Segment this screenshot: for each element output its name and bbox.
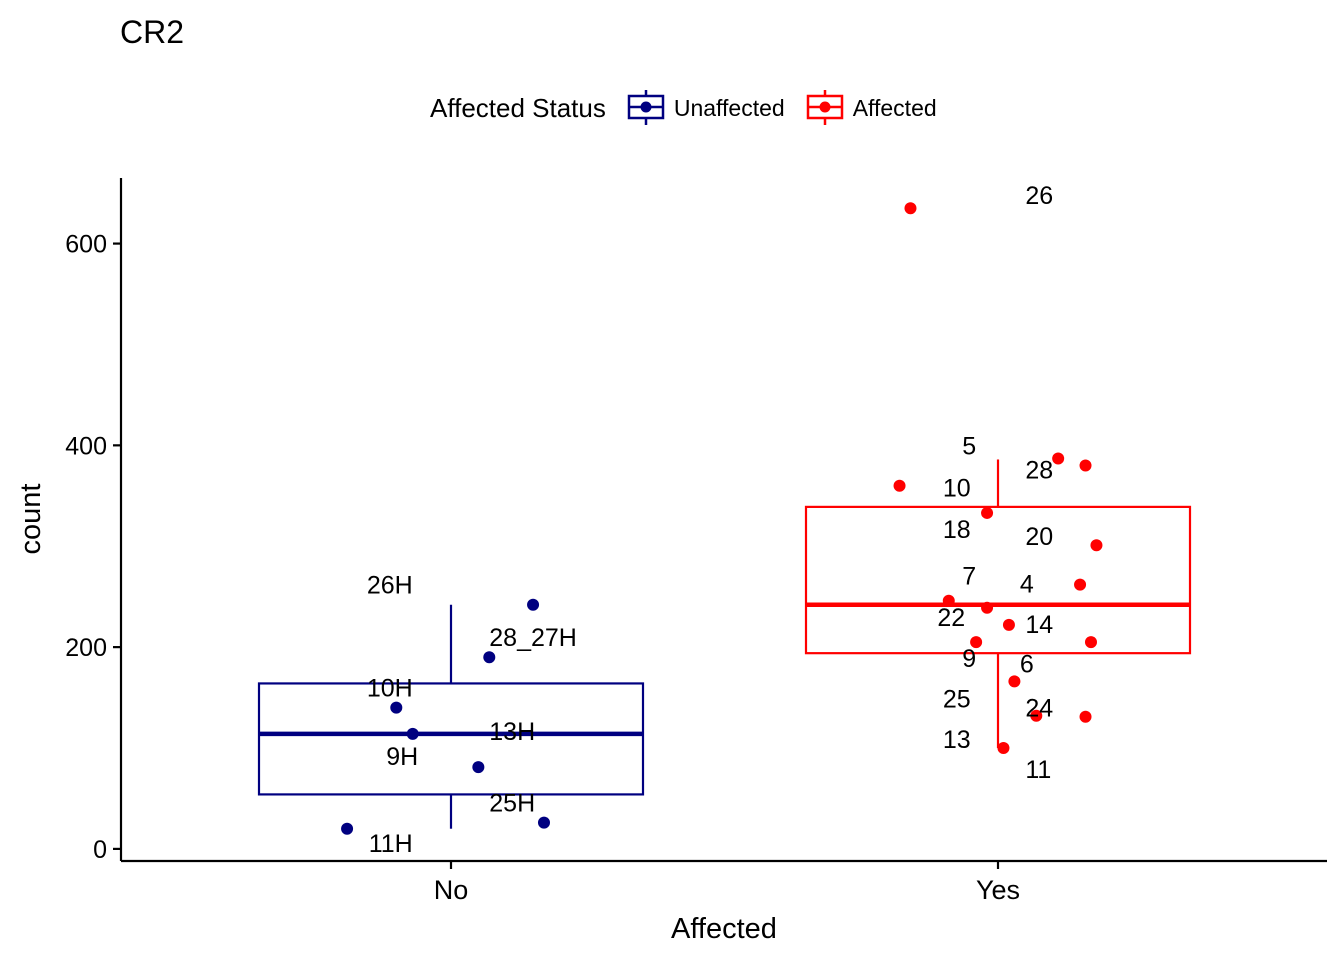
legend-key-affected: Affected bbox=[805, 90, 937, 126]
point-label-affected: 5 bbox=[962, 432, 976, 460]
y-tick-label: 200 bbox=[65, 634, 107, 662]
box-unaffected bbox=[257, 682, 645, 796]
data-point-affected bbox=[1084, 636, 1097, 649]
data-point-unaffected bbox=[527, 598, 540, 611]
data-point-unaffected bbox=[406, 727, 419, 740]
data-point-affected bbox=[970, 636, 983, 649]
data-point-affected bbox=[981, 506, 994, 519]
point-label-affected: 22 bbox=[937, 604, 965, 632]
data-point-unaffected bbox=[472, 761, 485, 774]
point-label-unaffected: 25H bbox=[489, 789, 535, 817]
legend-unaffected-swatch-icon bbox=[627, 90, 665, 125]
legend-key-unaffected: Unaffected bbox=[626, 90, 785, 126]
legend-label-affected: Affected bbox=[852, 94, 937, 121]
point-label-unaffected: 9H bbox=[386, 743, 418, 771]
y-tick-label: 600 bbox=[65, 231, 107, 259]
data-point-affected bbox=[1079, 710, 1092, 723]
point-label-affected: 25 bbox=[943, 686, 971, 714]
point-label-unaffected: 26H bbox=[367, 572, 413, 600]
point-label-affected: 24 bbox=[1025, 695, 1053, 723]
x-tick-label: No bbox=[434, 875, 469, 905]
data-point-affected bbox=[1002, 618, 1015, 631]
point-label-affected: 20 bbox=[1025, 523, 1053, 551]
data-point-unaffected bbox=[390, 701, 403, 714]
point-label-unaffected: 13H bbox=[489, 718, 535, 746]
y-tick-label: 0 bbox=[93, 836, 107, 864]
data-point-affected bbox=[1074, 578, 1087, 591]
data-point-affected bbox=[981, 601, 994, 614]
y-axis-label: count bbox=[15, 484, 47, 555]
point-label-unaffected: 10H bbox=[367, 674, 413, 702]
data-point-affected bbox=[904, 202, 917, 215]
legend: Affected Status Unaffected Affected bbox=[430, 90, 937, 126]
x-axis-label: Affected bbox=[671, 913, 777, 945]
data-point-affected bbox=[1052, 452, 1065, 465]
data-point-unaffected bbox=[341, 822, 354, 835]
point-label-affected: 14 bbox=[1025, 611, 1053, 639]
point-label-affected: 13 bbox=[943, 726, 971, 754]
box-affected bbox=[804, 505, 1192, 655]
data-point-unaffected bbox=[483, 651, 496, 664]
data-point-affected bbox=[1008, 675, 1021, 688]
legend-label-unaffected: Unaffected bbox=[673, 94, 785, 121]
data-point-affected bbox=[1079, 459, 1092, 472]
legend-title: Affected Status bbox=[430, 92, 606, 123]
point-label-affected: 28 bbox=[1025, 457, 1053, 485]
y-tick-label: 400 bbox=[65, 432, 107, 460]
point-label-affected: 11 bbox=[1025, 756, 1051, 784]
point-label-affected: 6 bbox=[1020, 650, 1034, 678]
data-point-affected bbox=[997, 742, 1010, 755]
point-label-unaffected: 11H bbox=[369, 830, 413, 858]
point-label-affected: 26 bbox=[1025, 182, 1053, 210]
point-label-affected: 10 bbox=[943, 475, 971, 503]
data-point-affected bbox=[893, 479, 906, 492]
x-tick-label: Yes bbox=[976, 875, 1020, 905]
point-label-affected: 4 bbox=[1020, 571, 1034, 599]
point-label-unaffected: 28_27H bbox=[489, 624, 577, 652]
point-label-affected: 9 bbox=[962, 645, 976, 673]
point-label-affected: 7 bbox=[962, 562, 976, 590]
point-label-affected: 18 bbox=[943, 516, 971, 544]
legend-affected-swatch-icon bbox=[806, 90, 843, 125]
chart-title: CR2 bbox=[120, 14, 185, 50]
data-point-affected bbox=[1090, 539, 1103, 552]
data-point-unaffected bbox=[537, 816, 550, 829]
data-point-affected bbox=[942, 594, 955, 607]
data-point-affected bbox=[1030, 709, 1043, 722]
